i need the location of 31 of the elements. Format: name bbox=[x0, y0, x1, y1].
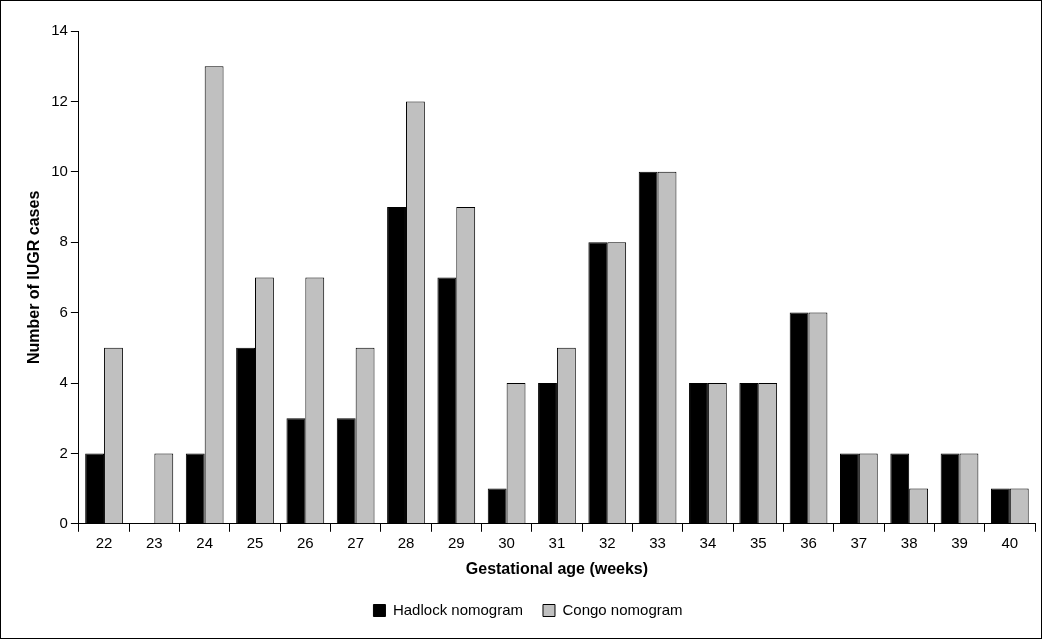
y-tick-label: 10 bbox=[51, 161, 68, 179]
x-tick-label: 24 bbox=[196, 533, 214, 551]
x-tick-label: 40 bbox=[1001, 533, 1019, 551]
y-tick-label: 14 bbox=[51, 21, 68, 39]
x-tick-label: 27 bbox=[347, 533, 364, 551]
x-tick-label: 32 bbox=[598, 533, 616, 551]
x-tick-label: 28 bbox=[397, 533, 415, 551]
x-tick-label: 35 bbox=[749, 533, 767, 551]
y-tick-label: 6 bbox=[59, 302, 68, 320]
x-tick-label: 26 bbox=[296, 533, 314, 551]
x-tick-label: 38 bbox=[900, 533, 918, 551]
x-tick-label: 34 bbox=[699, 533, 717, 551]
x-tick-label: 36 bbox=[800, 533, 817, 551]
y-tick-label: 0 bbox=[59, 513, 68, 531]
x-tick-label: 23 bbox=[146, 533, 163, 551]
y-axis-title: Number of IUGR cases bbox=[25, 190, 43, 365]
x-tick-label: 39 bbox=[951, 533, 968, 551]
legend-label: Hadlock nomogram bbox=[392, 600, 523, 618]
y-tick-label: 4 bbox=[59, 373, 68, 391]
x-axis-title: Gestational age (weeks) bbox=[465, 559, 649, 577]
y-tick-label: 2 bbox=[59, 443, 68, 461]
x-tick-label: 29 bbox=[447, 533, 465, 551]
x-tick-label: 22 bbox=[95, 533, 113, 551]
x-tick-label: 30 bbox=[498, 533, 515, 551]
x-tick-label: 37 bbox=[850, 533, 868, 551]
y-tick-label: 12 bbox=[51, 91, 68, 109]
x-tick-label: 33 bbox=[649, 533, 666, 551]
x-tick-label: 31 bbox=[548, 533, 566, 551]
y-tick-label: 8 bbox=[59, 232, 68, 250]
legend-label: Congo nomogram bbox=[562, 600, 683, 618]
x-tick-label: 25 bbox=[246, 533, 264, 551]
